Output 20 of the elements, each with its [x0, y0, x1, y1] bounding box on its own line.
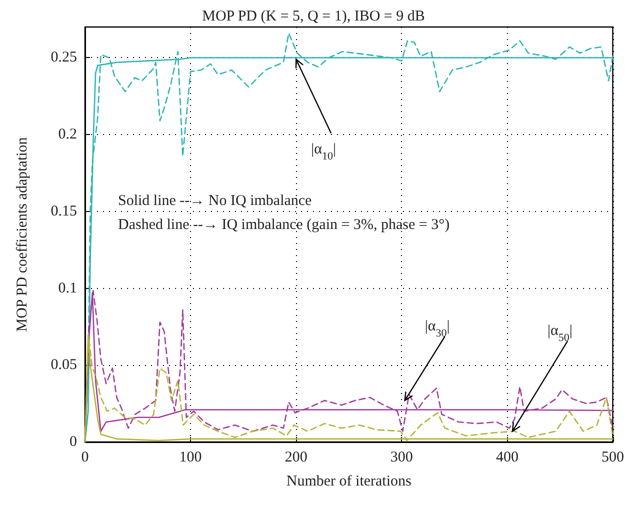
- y-tick-label: 0.1: [58, 280, 77, 296]
- annotation: |α$_{30}$|: [424, 318, 450, 340]
- chart-title: MOP PD (K = 5, Q = 1), IBO = 9 dB: [202, 8, 425, 24]
- annotation: |α$_{10}$|: [311, 141, 336, 162]
- x-tick-label: 200: [284, 450, 308, 466]
- annotation: Dashed line --→ IQ imbalance (gain = 3%, phase = 3°): [118, 217, 450, 233]
- x-tick-label: 0: [81, 450, 89, 466]
- x-tick-label: 100: [179, 450, 202, 466]
- y-tick-label: 0.2: [58, 126, 77, 143]
- y-tick-label: 0.05: [50, 357, 77, 374]
- annotation: |α$_{50}$|: [547, 323, 572, 344]
- x-tick-label: 500: [602, 450, 624, 466]
- x-axis-title: Number of iterations: [286, 474, 412, 490]
- x-tick-label: 400: [496, 450, 518, 466]
- y-axis-title: MOP PD coefficients adaptation: [14, 136, 30, 332]
- annotation: Solid line --→ No IQ imbalance: [118, 193, 312, 209]
- y-tick-label: 0: [70, 434, 77, 450]
- y-tick-label: 0.15: [50, 203, 77, 220]
- x-tick-label: 300: [390, 450, 413, 466]
- y-tick-label: 0.25: [50, 50, 77, 66]
